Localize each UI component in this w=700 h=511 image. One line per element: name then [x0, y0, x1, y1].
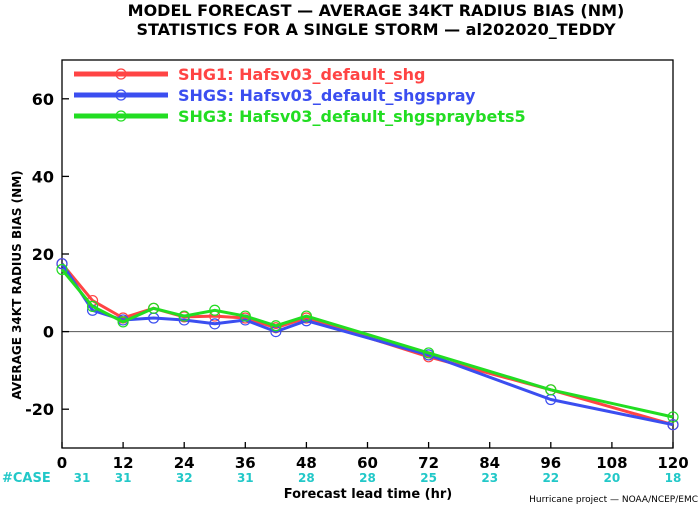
chart-title-line2: STATISTICS FOR A SINGLE STORM — al202020… — [136, 20, 616, 39]
data-point — [667, 411, 679, 423]
x-tick-label: 0 — [57, 454, 67, 472]
data-point — [56, 263, 68, 276]
case-count: 20 — [604, 471, 621, 485]
data-point — [239, 310, 251, 322]
series-line-1 — [60, 262, 674, 427]
case-count: 25 — [420, 471, 437, 485]
x-tick-label: 36 — [235, 454, 256, 472]
x-tick-label: 60 — [357, 454, 378, 472]
y-tick-label: 40 — [32, 167, 54, 186]
data-point — [300, 310, 312, 322]
x-axis-label: Forecast lead time (hr) — [284, 487, 452, 502]
x-tick-label: 48 — [296, 454, 317, 472]
chart-title-line1: MODEL FORECAST — AVERAGE 34KT RADIUS BIA… — [128, 1, 625, 20]
x-tick-label: 96 — [540, 454, 561, 472]
case-count: 32 — [176, 471, 193, 485]
x-tick-label: 24 — [174, 454, 195, 472]
data-point — [209, 318, 221, 330]
x-tick-label: 120 — [657, 454, 688, 472]
y-tick-label: -20 — [25, 400, 54, 419]
case-label: #CASE — [2, 471, 51, 486]
case-count: 31 — [74, 471, 91, 485]
case-count: 28 — [298, 471, 315, 485]
x-tick-label: 84 — [479, 454, 500, 472]
y-tick-label: 60 — [32, 90, 54, 109]
legend-label: SHGS: Hafsv03_default_shgspray — [178, 86, 476, 105]
data-point — [423, 347, 435, 359]
case-count: 31 — [115, 471, 132, 485]
data-point — [148, 302, 160, 314]
case-count: 18 — [665, 471, 682, 485]
y-axis-label: AVERAGE 34KT RADIUS BIAS (NM) — [10, 170, 24, 399]
legend-swatch-marker — [115, 68, 127, 80]
data-point — [667, 419, 679, 431]
credit-text: Hurricane project — NOAA/NCEP/EMC — [529, 495, 698, 505]
legend-swatch-marker — [115, 110, 127, 122]
y-tick-label: 0 — [43, 323, 54, 342]
data-point — [117, 316, 129, 328]
series-line-3 — [60, 268, 674, 419]
data-point — [209, 304, 221, 316]
legend-label: SHG3: Hafsv03_default_shgspraybets5 — [178, 107, 526, 126]
data-point — [86, 300, 99, 312]
case-count: 22 — [542, 471, 559, 485]
data-point — [56, 258, 68, 270]
case-count: 31 — [237, 471, 254, 485]
data-point — [178, 310, 190, 322]
series-line-2 — [60, 262, 674, 427]
y-tick-label: 20 — [32, 245, 54, 264]
legend-swatch-marker — [115, 89, 127, 101]
case-count: 28 — [359, 471, 376, 485]
data-point — [270, 320, 282, 332]
legend-label: SHG1: Hafsv03_default_shg — [178, 65, 425, 84]
data-point — [545, 384, 557, 396]
case-count: 23 — [481, 471, 498, 485]
plot-area: -200204060031123124323631482860287225842… — [25, 59, 689, 485]
x-tick-label: 12 — [113, 454, 134, 472]
x-tick-label: 72 — [418, 454, 439, 472]
x-tick-label: 108 — [596, 454, 627, 472]
